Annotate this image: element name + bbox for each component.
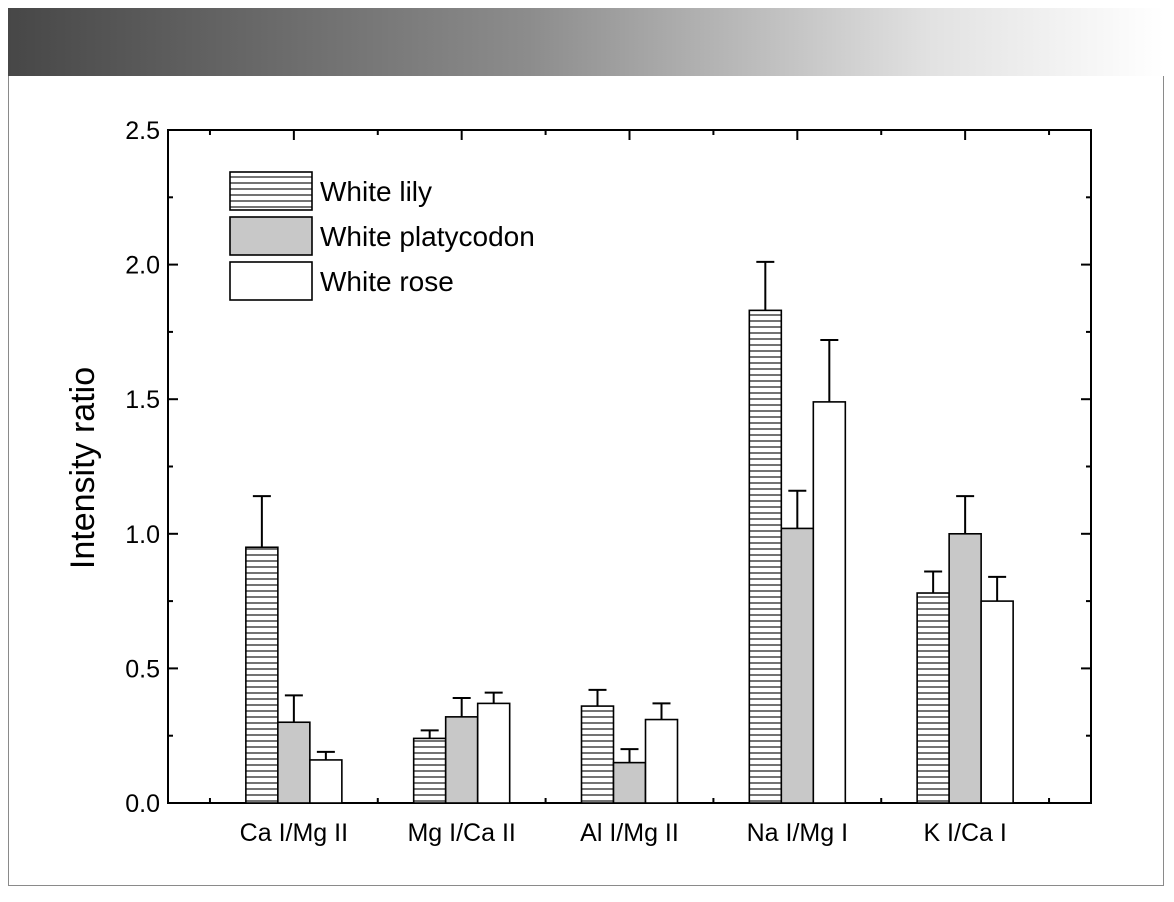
plot-area: 0.0 0.5 1.0 1.5 2.0 2.5 Ca I/Mg II Mg I/Ca II Al… <box>125 117 1092 847</box>
legend-label: White platycodon <box>320 221 535 252</box>
y-tick-label: 1.0 <box>125 521 160 549</box>
bar <box>948 532 982 804</box>
bar <box>644 718 679 804</box>
y-tick-label: 0.0 <box>125 790 160 818</box>
bar <box>916 592 950 804</box>
bar <box>580 705 615 804</box>
x-tick-label: Ca I/Mg II <box>240 819 348 847</box>
bar <box>612 761 647 804</box>
bar <box>245 546 279 804</box>
bar <box>277 721 311 804</box>
legend-swatch <box>229 261 313 301</box>
x-tick-label: K I/Ca I <box>923 819 1006 847</box>
bar <box>476 702 511 804</box>
y-tick-label: 0.5 <box>125 655 160 683</box>
bar <box>444 716 479 804</box>
y-tick-label: 1.5 <box>125 386 160 414</box>
y-tick-label: 2.0 <box>125 252 160 280</box>
legend-swatch <box>229 216 313 256</box>
legend: White lily White platycodon White rose <box>229 171 535 301</box>
bar <box>780 527 815 804</box>
bar <box>309 759 343 804</box>
legend-swatch <box>229 171 313 211</box>
bar <box>980 600 1014 804</box>
bar <box>412 737 447 804</box>
x-tick-label: Mg I/Ca II <box>407 819 515 847</box>
y-axis-label: Intensity ratio <box>64 367 102 569</box>
x-tick-label: Al I/Mg II <box>580 819 679 847</box>
legend-label: White lily <box>320 176 432 207</box>
x-tick-label: Na I/Mg I <box>747 819 848 847</box>
bar <box>812 401 847 804</box>
bar <box>748 309 783 804</box>
y-tick-label: 2.5 <box>125 117 160 145</box>
header-gradient-bar <box>8 8 1164 76</box>
legend-label: White rose <box>320 266 454 297</box>
